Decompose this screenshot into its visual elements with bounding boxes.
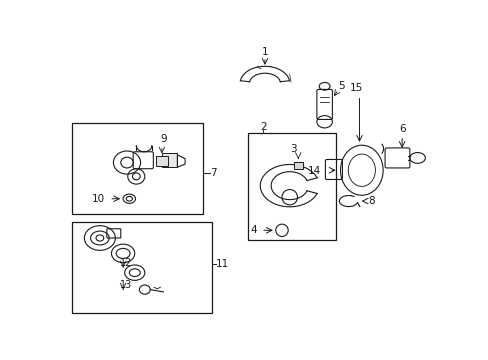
Text: 13: 13 xyxy=(120,280,132,290)
Text: 2: 2 xyxy=(260,122,266,132)
Bar xyxy=(72,222,212,313)
Text: 6: 6 xyxy=(398,125,405,134)
Text: 5: 5 xyxy=(338,81,345,91)
Text: 7: 7 xyxy=(209,167,216,177)
Text: 8: 8 xyxy=(367,196,374,206)
Text: 4: 4 xyxy=(250,225,257,235)
Text: 11: 11 xyxy=(216,259,229,269)
Bar xyxy=(156,156,168,166)
Text: 12: 12 xyxy=(120,258,132,267)
Bar xyxy=(293,162,302,170)
Text: 9: 9 xyxy=(160,134,166,144)
Text: 14: 14 xyxy=(307,166,321,176)
Text: 10: 10 xyxy=(92,194,104,204)
Text: 1: 1 xyxy=(261,48,268,58)
Bar xyxy=(162,153,177,167)
Text: 15: 15 xyxy=(349,83,362,93)
Bar xyxy=(247,133,336,239)
Bar xyxy=(72,122,203,214)
Text: 3: 3 xyxy=(290,144,296,154)
